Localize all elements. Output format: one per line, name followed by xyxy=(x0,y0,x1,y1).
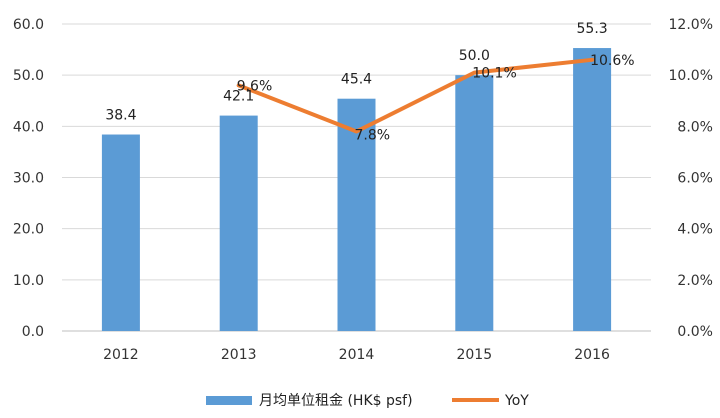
yoy-line xyxy=(236,57,595,134)
right-axis: 0.0% 2.0% 4.0% 6.0% 8.0% 10.0% 12.0% xyxy=(669,17,713,340)
x-axis: 2012 2013 2014 2015 2016 xyxy=(103,347,610,363)
right-tick-label: 4.0% xyxy=(677,222,713,238)
left-tick-label: 50.0 xyxy=(13,68,44,84)
x-tick-label: 2015 xyxy=(456,347,492,363)
legend-line-label: YoY xyxy=(504,393,529,409)
left-tick-label: 40.0 xyxy=(13,119,44,135)
line-series xyxy=(236,57,595,134)
right-tick-label: 2.0% xyxy=(677,273,713,289)
bar xyxy=(337,98,376,331)
data-labels: 38.4 42.1 45.4 50.0 55.3 9.6% 7.8% 10.1% 10.6% xyxy=(105,21,634,143)
left-tick-label: 10.0 xyxy=(13,273,44,289)
bar xyxy=(219,115,258,331)
legend-bar-label: 月均单位租金 (HK$ psf) xyxy=(259,393,413,409)
x-tick-label: 2013 xyxy=(221,347,257,363)
right-tick-label: 6.0% xyxy=(677,171,713,187)
left-tick-label: 0.0 xyxy=(22,324,44,340)
bar-value-label: 38.4 xyxy=(105,108,136,124)
yoy-value-label: 10.6% xyxy=(590,53,634,69)
right-tick-label: 12.0% xyxy=(669,17,713,33)
bar-value-label: 42.1 xyxy=(223,89,254,105)
x-tick-label: 2012 xyxy=(103,347,139,363)
bar-value-label: 50.0 xyxy=(459,48,490,64)
right-tick-label: 8.0% xyxy=(677,119,713,135)
bar-value-label: 45.4 xyxy=(341,72,372,88)
left-tick-label: 30.0 xyxy=(13,171,44,187)
yoy-value-label: 10.1% xyxy=(472,66,516,82)
left-axis: 0.0 10.0 20.0 30.0 40.0 50.0 60.0 xyxy=(13,17,44,340)
bar xyxy=(101,134,140,331)
legend: 月均单位租金 (HK$ psf) YoY xyxy=(206,393,529,409)
bar-series xyxy=(101,48,612,332)
right-tick-label: 0.0% xyxy=(677,324,713,340)
left-tick-label: 20.0 xyxy=(13,222,44,238)
legend-bar-swatch xyxy=(206,396,252,405)
left-tick-label: 60.0 xyxy=(13,17,44,33)
yoy-value-label: 7.8% xyxy=(355,127,391,143)
x-tick-label: 2016 xyxy=(574,347,610,363)
bar xyxy=(573,48,612,331)
bar-value-label: 55.3 xyxy=(577,21,608,37)
x-tick-label: 2014 xyxy=(339,347,375,363)
bar xyxy=(455,75,494,332)
yoy-value-label: 9.6% xyxy=(237,78,273,94)
right-tick-label: 10.0% xyxy=(669,68,713,84)
